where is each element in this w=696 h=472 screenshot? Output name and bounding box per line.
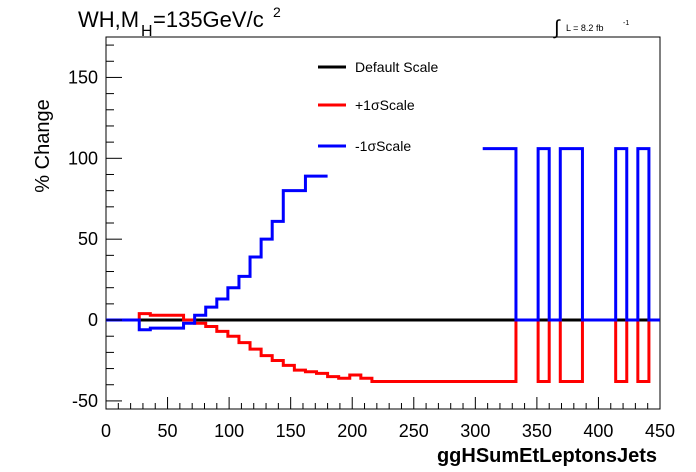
lumi-superscript: -1: [623, 20, 629, 27]
title-superscript: 2: [273, 4, 281, 20]
x-tick-label: 250: [399, 421, 429, 441]
legend-label: Default Scale: [355, 59, 438, 75]
x-axis: 0 50 100 150 200 250 300 350 400 450: [101, 397, 675, 441]
x-tick-label: 0: [101, 421, 111, 441]
x-tick-label: 200: [337, 421, 367, 441]
x-tick-label: 450: [645, 421, 675, 441]
y-axis-title: % Change: [32, 99, 54, 192]
y-tick-label: 50: [78, 229, 98, 249]
x-tick-label: 300: [460, 421, 490, 441]
x-tick-label: 350: [522, 421, 552, 441]
luminosity-label: ∫ L = 8.2 fb -1: [553, 17, 629, 39]
y-tick-label: 150: [68, 67, 98, 87]
chart-title: WH,M H =135GeV/c 2: [78, 4, 281, 40]
title-subscript: H: [141, 23, 153, 40]
series-layer: [106, 147, 660, 384]
y-tick-label: -50: [72, 391, 98, 411]
x-axis-title: ggHSumEtLeptonsJets: [437, 445, 657, 467]
x-tick-label: 150: [276, 421, 306, 441]
x-tick-label: 400: [583, 421, 613, 441]
series-line-2: [106, 174, 328, 332]
title-main: WH,M: [78, 7, 139, 32]
x-tick-label: 50: [158, 421, 178, 441]
y-tick-label: 100: [68, 148, 98, 168]
legend-label: -1σScale: [355, 138, 411, 154]
legend: Default Scale +1σScale -1σScale: [318, 59, 438, 154]
title-rest: =135GeV/c: [153, 7, 264, 32]
lumi-text: L = 8.2 fb: [566, 23, 603, 33]
y-tick-label: 0: [88, 310, 98, 330]
x-tick-label: 100: [214, 421, 244, 441]
legend-label: +1σScale: [355, 97, 415, 113]
series-line-2: [482, 147, 660, 322]
integral-symbol: ∫: [553, 17, 561, 39]
y-axis: -50 0 50 100 150: [68, 44, 122, 411]
series-line-1: [106, 312, 660, 384]
